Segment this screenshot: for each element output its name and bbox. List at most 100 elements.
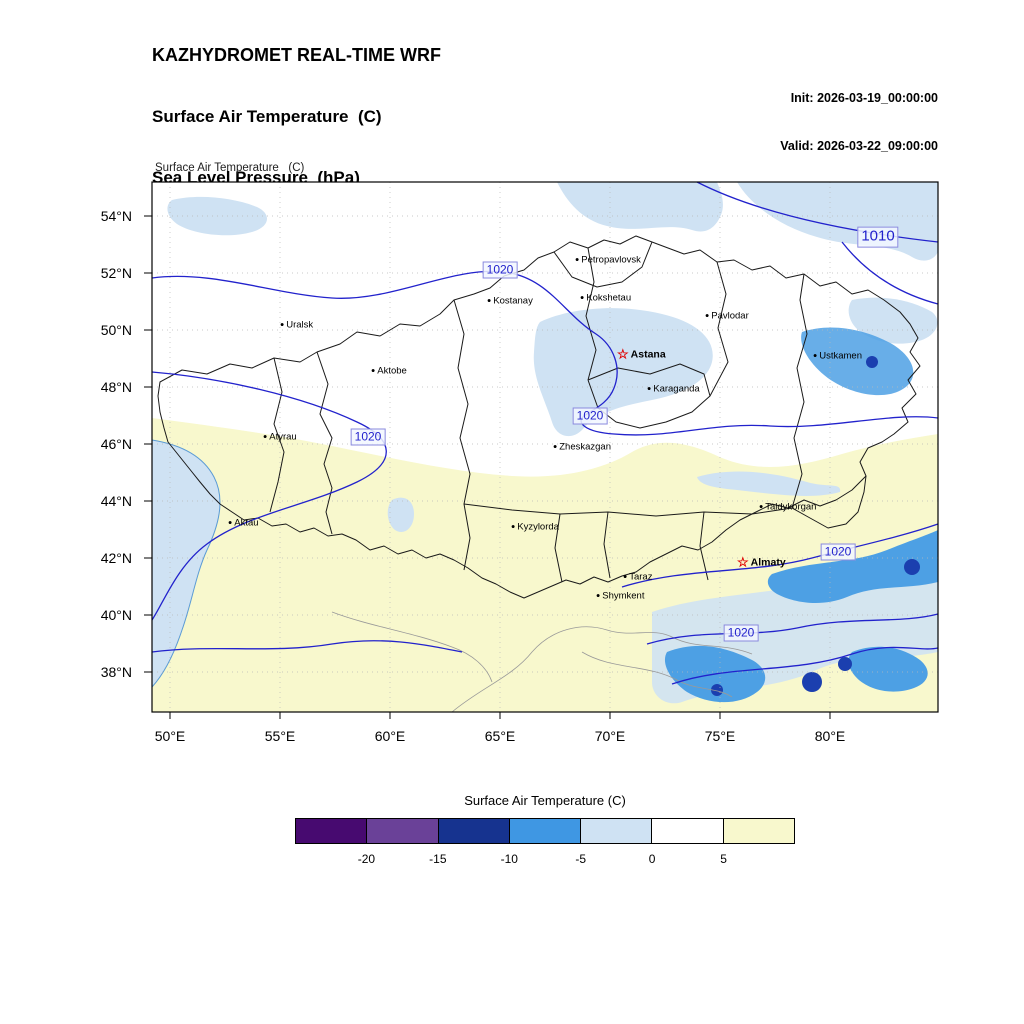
colorbar-tick-label: -20 [357,852,376,866]
x-axis-label: 80°E [814,728,846,744]
city-label: Petropavlovsk [581,254,641,266]
neighbor-borders [331,611,753,713]
init-time: Init: 2026-03-19_00:00:00 [790,91,938,105]
city-taraz: ● Taraz [623,572,652,583]
axis-tick-marks [144,215,831,719]
y-axis-label: 52°N [100,265,132,281]
colorbar-tick-label: 0 [648,852,656,866]
x-axis-label: 65°E [484,728,516,744]
map-plot: ● Petropavlovsk ● Kostanay ● Kokshetau ● Pavlod… [144,181,939,719]
city-atyrau: ● Atyrau [263,432,297,443]
city-astana: ☆ Astana [617,348,666,361]
city-dot-marker: ● [580,294,585,302]
y-axis-label: 38°N [100,664,132,680]
city-label: Zheskazgan [559,441,611,453]
colorbar-segment [723,819,794,843]
y-axis-label: 48°N [100,379,132,395]
city-star-marker: ☆ [737,554,749,570]
city-aktau: ● Aktau [228,518,259,529]
city-dot-marker: ● [596,592,601,600]
city-karaganda: ● Karaganda [647,384,700,395]
city-label: Atyrau [269,431,297,443]
map-frame [151,181,939,713]
y-axis-label: 46°N [100,436,132,452]
colorbar-tick-label: -5 [575,852,587,866]
city-dot-marker: ● [759,503,764,511]
page-title: KAZHYDROMET REAL-TIME WRF [152,45,441,65]
city-aktobe: ● Aktobe [371,366,407,377]
city-dot-marker: ● [263,433,268,441]
city-kokshetau: ● Kokshetau [580,293,631,304]
city-label: Aktau [234,517,259,529]
x-axis-label: 70°E [594,728,626,744]
city-label: Aktobe [377,365,407,377]
city-dot-marker: ● [553,443,558,451]
colorbar-segment [652,819,724,843]
pressure-label: 1020 [482,261,518,279]
city-dot-marker: ● [575,256,580,264]
run-info: Init: 2026-03-19_00:00:00 Valid: 2026-03… [780,58,938,170]
city-shymkent: ● Shymkent [596,591,644,602]
city-almaty: ☆ Almaty [737,556,786,569]
colorbar-tick-label: 5 [720,852,727,866]
city-dot-marker: ● [647,385,652,393]
y-axis: 54°N 52°N 50°N 48°N 46°N 44°N 42°N 40°N 38°N [0,182,142,712]
pressure-label: 1020 [572,407,608,425]
map-overlay: ● Petropavlovsk ● Kostanay ● Kokshetau ● Pavlod… [152,182,938,712]
city-dot-marker: ● [511,523,516,531]
city-label: Ustkamen [819,350,862,362]
colorbar-tick-label: -15 [429,852,447,866]
city-label: Astana [630,348,666,360]
subtitle-temperature: Surface Air Temperature (C) [152,107,382,126]
grid-layer [152,182,938,712]
city-label: Almaty [750,556,786,568]
map-label-temperature: Surface Air Temperature (C) [155,162,305,174]
city-label: Kokshetau [586,292,632,304]
city-ustkamen: ● Ustkamen [813,351,862,362]
city-dot-marker: ● [371,367,376,375]
pressure-label: 1010 [857,226,899,248]
x-axis-label: 50°E [154,728,186,744]
city-label: Taraz [629,571,653,583]
y-axis-label: 44°N [100,493,132,509]
y-axis-label: 54°N [100,208,132,224]
pressure-label: 1020 [723,624,759,642]
colorbar-ticks: -20 -15 -10 -5 0 5 [295,852,795,870]
city-kostanay: ● Kostanay [487,296,533,307]
city-label: Kyzylorda [517,521,559,533]
pressure-label: 1020 [820,543,856,561]
city-uralsk: ● Uralsk [280,320,313,331]
city-label: Karaganda [653,383,700,395]
y-axis-label: 40°N [100,607,132,623]
map-artwork [144,181,939,719]
city-pavlodar: ● Pavlodar [705,311,749,322]
colorbar [295,818,795,844]
city-dot-marker: ● [280,321,285,329]
city-taldykorgan: ● Taldykorgan [759,502,816,513]
y-axis-label: 42°N [100,550,132,566]
city-dot-marker: ● [705,312,710,320]
colorbar-segment [581,819,653,843]
city-dot-marker: ● [487,297,492,305]
colorbar-segment [367,819,439,843]
city-dot-marker: ● [813,352,818,360]
x-axis-label: 75°E [704,728,736,744]
city-zheskazgan: ● Zheskazgan [553,442,611,453]
city-dot-marker: ● [228,519,233,527]
city-label: Shymkent [602,590,645,602]
colorbar-segment [509,819,582,843]
city-petropavlovsk: ● Petropavlovsk [575,255,641,266]
city-label: Taldykorgan [765,501,817,513]
city-kyzylorda: ● Kyzylorda [511,522,559,533]
x-axis-label: 60°E [374,728,406,744]
y-axis-label: 50°N [100,322,132,338]
city-star-marker: ☆ [617,346,629,362]
colorbar-tick-label: -10 [500,852,518,866]
colorbar-segment [438,819,510,843]
city-label: Uralsk [286,319,314,331]
city-dot-marker: ● [623,573,628,581]
pressure-label: 1020 [350,428,386,446]
city-label: Kostanay [493,295,533,307]
city-label: Pavlodar [711,310,749,322]
x-axis-label: 55°E [264,728,296,744]
